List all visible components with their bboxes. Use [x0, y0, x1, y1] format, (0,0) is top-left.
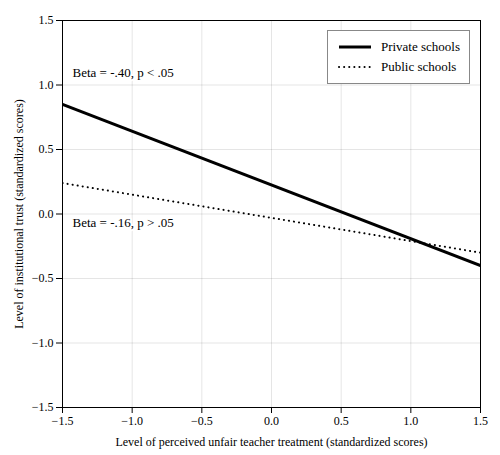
svg-text:0.0: 0.0 [264, 414, 279, 428]
svg-text:0.5: 0.5 [334, 414, 349, 428]
html-text:Private schools: Private schools [380, 39, 460, 54]
svg-text:1.0: 1.0 [39, 78, 54, 92]
svg-text:1.0: 1.0 [403, 414, 418, 428]
svg-text:−1.0: −1.0 [121, 414, 143, 428]
svg-text:0.5: 0.5 [39, 142, 54, 156]
svg-text:1.5: 1.5 [39, 13, 54, 27]
svg-text:Level of institutional trust (: Level of institutional trust (standardiz… [12, 99, 26, 329]
svg-text:Beta = -.16, p > .05: Beta = -.16, p > .05 [73, 215, 174, 230]
html-text:Public schools: Public schools [380, 59, 457, 74]
svg-text:0.0: 0.0 [39, 207, 54, 221]
svg-text:1.5: 1.5 [473, 414, 488, 428]
svg-text:−0.5: −0.5 [32, 271, 54, 285]
svg-text:Level of perceived unfair teac: Level of perceived unfair teacher treatm… [115, 435, 427, 449]
svg-text:−1.0: −1.0 [32, 336, 54, 350]
svg-text:−0.5: −0.5 [191, 414, 213, 428]
svg-text:−1.5: −1.5 [52, 414, 74, 428]
svg-text:Beta = -.40, p < .05: Beta = -.40, p < .05 [73, 65, 174, 80]
svg-text:−1.5: −1.5 [32, 400, 54, 414]
